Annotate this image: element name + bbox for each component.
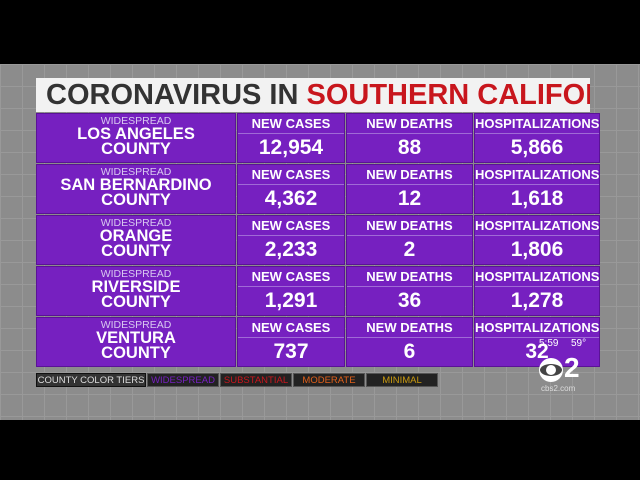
- county-name: VENTURA: [96, 329, 176, 347]
- column-label: HOSPITALIZATIONS: [475, 267, 599, 287]
- column-label: HOSPITALIZATIONS: [475, 318, 599, 338]
- cell-value: 2: [403, 238, 416, 261]
- county-cell: WIDESPREAD LOS ANGELES COUNTY: [36, 113, 236, 163]
- cell-value: 88: [397, 136, 422, 159]
- website: cbs2.com: [541, 384, 576, 393]
- county-suffix: COUNTY: [101, 293, 171, 311]
- data-cell: NEW DEATHS 88: [346, 113, 473, 163]
- cell-value: 1,806: [510, 238, 564, 261]
- data-cell: HOSPITALIZATIONS 5,866: [474, 113, 600, 163]
- cell-value: 1,278: [510, 289, 564, 312]
- data-cell: NEW DEATHS 12: [346, 164, 473, 214]
- column-label: HOSPITALIZATIONS: [475, 216, 599, 236]
- column-label: NEW DEATHS: [347, 318, 472, 338]
- tier-label: WIDESPREAD: [100, 319, 172, 331]
- legend-item: COUNTY COLOR TIERS: [36, 373, 146, 387]
- column-label: HOSPITALIZATIONS: [475, 114, 599, 134]
- county-suffix: COUNTY: [101, 140, 171, 158]
- column-label: NEW CASES: [238, 216, 344, 236]
- legend-item: MODERATE: [293, 373, 365, 387]
- cell-value: 5,866: [510, 136, 564, 159]
- logo-graphic: [539, 358, 563, 382]
- cell-value: 737: [273, 340, 309, 363]
- county-cell: WIDESPREAD RIVERSIDE COUNTY: [36, 266, 236, 316]
- data-cell: HOSPITALIZATIONS 1,278: [474, 266, 600, 316]
- data-cell: NEW DEATHS 6: [346, 317, 473, 367]
- data-cell: NEW DEATHS 36: [346, 266, 473, 316]
- data-cell: NEW CASES 12,954: [237, 113, 345, 163]
- county-suffix: COUNTY: [101, 191, 171, 209]
- column-label: NEW DEATHS: [347, 216, 472, 236]
- cell-value: 2,233: [264, 238, 318, 261]
- legend-item: MINIMAL: [366, 373, 438, 387]
- cell-value: 32: [525, 340, 549, 363]
- title-bar: CORONAVIRUS IN SOUTHERN CALIFORNIA: [36, 78, 590, 112]
- tier-label: WIDESPREAD: [100, 166, 172, 178]
- county-suffix: COUNTY: [101, 344, 171, 362]
- data-cell: NEW CASES 4,362: [237, 164, 345, 214]
- column-label: NEW DEATHS: [347, 267, 472, 287]
- county-cell: WIDESPREAD SAN BERNARDINO COUNTY: [36, 164, 236, 214]
- cell-value: 4,362: [264, 187, 318, 210]
- county-name: SAN BERNARDINO: [60, 176, 212, 194]
- cell-value: 12: [397, 187, 422, 210]
- legend-item: SUBSTANTIAL: [220, 373, 292, 387]
- county-name: LOS ANGELES: [77, 125, 195, 143]
- data-cell: HOSPITALIZATIONS 1,618: [474, 164, 600, 214]
- data-cell: NEW CASES 1,291: [237, 266, 345, 316]
- cell-value: 1,291: [264, 289, 318, 312]
- temperature: 59°: [571, 338, 587, 349]
- data-cell: NEW DEATHS 2: [346, 215, 473, 265]
- column-label: NEW CASES: [238, 114, 344, 134]
- column-label: NEW DEATHS: [347, 114, 472, 134]
- column-label: NEW DEATHS: [347, 165, 472, 185]
- column-label: NEW CASES: [238, 267, 344, 287]
- data-cell: NEW CASES 2,233: [237, 215, 345, 265]
- cell-value: 12,954: [258, 136, 324, 159]
- column-label: NEW CASES: [238, 318, 344, 338]
- data-cell: HOSPITALIZATIONS 1,806: [474, 215, 600, 265]
- tier-label: WIDESPREAD: [100, 217, 172, 229]
- channel-logo: 5:59 59° 2 cbs2.com: [533, 338, 603, 398]
- cell-value: 6: [403, 340, 416, 363]
- cbs-pupil: [546, 365, 556, 375]
- tier-label: WIDESPREAD: [100, 115, 172, 127]
- tier-label: WIDESPREAD: [100, 268, 172, 280]
- county-name: RIVERSIDE: [91, 278, 181, 296]
- legend-item: WIDESPREAD: [147, 373, 219, 387]
- channel-number: 2: [564, 352, 580, 383]
- cell-value: 36: [397, 289, 422, 312]
- cell-value: 1,618: [510, 187, 564, 210]
- county-cell: WIDESPREAD ORANGE COUNTY: [36, 215, 236, 265]
- county-cell: WIDESPREAD VENTURA COUNTY: [36, 317, 236, 367]
- column-label: HOSPITALIZATIONS: [475, 165, 599, 185]
- title-part: SOUTHERN CALIFORNIA: [306, 79, 590, 111]
- county-name: ORANGE: [99, 227, 173, 245]
- county-suffix: COUNTY: [101, 242, 171, 260]
- data-cell: HOSPITALIZATIONS 32: [474, 317, 600, 367]
- time: 5:59: [539, 338, 559, 349]
- data-cell: NEW CASES 737: [237, 317, 345, 367]
- title-part: CORONAVIRUS IN: [46, 79, 299, 111]
- column-label: NEW CASES: [238, 165, 344, 185]
